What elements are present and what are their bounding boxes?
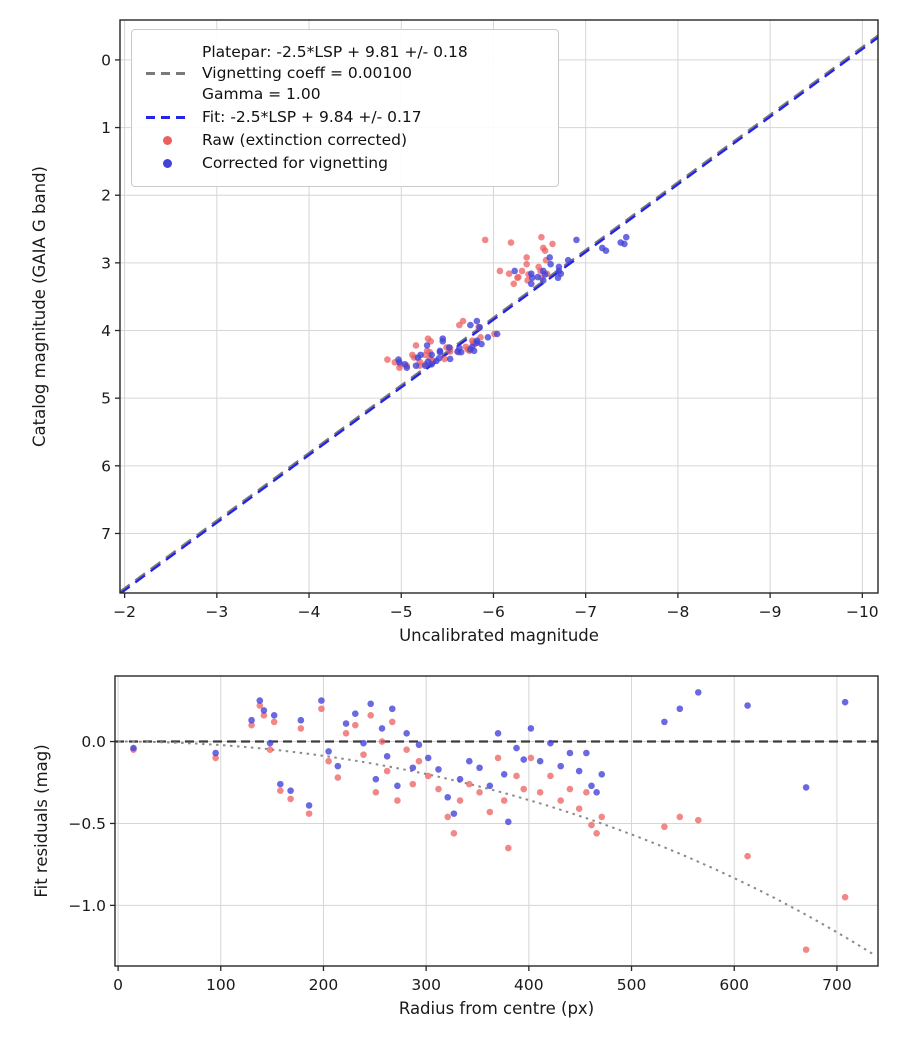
legend-fit-label: Fit: -2.5*LSP + 9.84 +/- 0.17 xyxy=(202,108,422,126)
svg-text:200: 200 xyxy=(309,976,339,994)
svg-text:−7: −7 xyxy=(574,603,597,621)
legend-platepar-label: Platepar: -2.5*LSP + 9.81 +/- 0.18 Vigne… xyxy=(202,43,468,103)
fit-residuals-chart: 0 100 200 300 400 500 600 700 0.0 −0.5 −1.0 Radius … xyxy=(32,675,879,1018)
raw-residual-points xyxy=(130,702,849,953)
svg-text:−4: −4 xyxy=(298,603,321,621)
svg-text:−10: −10 xyxy=(846,603,879,621)
svg-text:400: 400 xyxy=(514,976,544,994)
svg-text:−6: −6 xyxy=(482,603,505,621)
svg-text:Catalog magnitude (GAIA G band: Catalog magnitude (GAIA G band) xyxy=(30,166,49,447)
svg-text:−0.5: −0.5 xyxy=(68,815,106,833)
corrected-points xyxy=(395,233,630,372)
svg-text:Fit residuals (mag): Fit residuals (mag) xyxy=(32,744,51,897)
legend-entry-raw: Raw (extinction corrected) xyxy=(144,130,546,151)
platepar-dashed-line-sample xyxy=(144,72,190,75)
legend-entry-corrected: Corrected for vignetting xyxy=(144,153,546,174)
svg-text:2: 2 xyxy=(101,187,111,205)
legend-raw-label: Raw (extinction corrected) xyxy=(202,131,408,149)
svg-text:700: 700 xyxy=(822,976,852,994)
svg-text:600: 600 xyxy=(719,976,749,994)
vignetting-model-curve xyxy=(118,740,877,957)
raw-marker-sample xyxy=(144,136,190,145)
svg-text:500: 500 xyxy=(617,976,647,994)
svg-text:−5: −5 xyxy=(390,603,413,621)
svg-text:3: 3 xyxy=(101,254,111,272)
legend-entry-platepar: Platepar: -2.5*LSP + 9.81 +/- 0.18 Vigne… xyxy=(144,42,546,105)
svg-text:Radius from centre (px): Radius from centre (px) xyxy=(399,999,594,1018)
svg-text:1: 1 xyxy=(101,119,111,137)
svg-text:−1.0: −1.0 xyxy=(68,897,106,915)
svg-text:4: 4 xyxy=(101,322,111,340)
svg-text:−9: −9 xyxy=(759,603,782,621)
svg-text:0.0: 0.0 xyxy=(81,733,106,751)
magnitude-fit-chart: −2 −3 −4 −5 −6 −7 −8 −9 −10 0 1 2 3 4 5 6 7 Uncalibrated … xyxy=(30,19,879,645)
svg-text:−3: −3 xyxy=(205,603,228,621)
svg-text:0: 0 xyxy=(101,51,111,69)
legend-corrected-label: Corrected for vignetting xyxy=(202,154,388,172)
corrected-marker-sample xyxy=(144,159,190,168)
svg-text:−8: −8 xyxy=(666,603,689,621)
svg-text:5: 5 xyxy=(101,390,111,408)
svg-text:−2: −2 xyxy=(113,603,136,621)
fit-dashed-line-sample xyxy=(144,116,190,119)
corrected-residual-points xyxy=(130,689,849,826)
svg-text:7: 7 xyxy=(101,525,111,543)
legend-entry-fit: Fit: -2.5*LSP + 9.84 +/- 0.17 xyxy=(144,107,546,128)
svg-text:6: 6 xyxy=(101,457,111,475)
chart-legend: Platepar: -2.5*LSP + 9.81 +/- 0.18 Vigne… xyxy=(131,29,559,187)
svg-text:0: 0 xyxy=(113,976,123,994)
svg-text:Uncalibrated magnitude: Uncalibrated magnitude xyxy=(399,626,599,645)
svg-text:100: 100 xyxy=(206,976,236,994)
svg-text:300: 300 xyxy=(411,976,441,994)
